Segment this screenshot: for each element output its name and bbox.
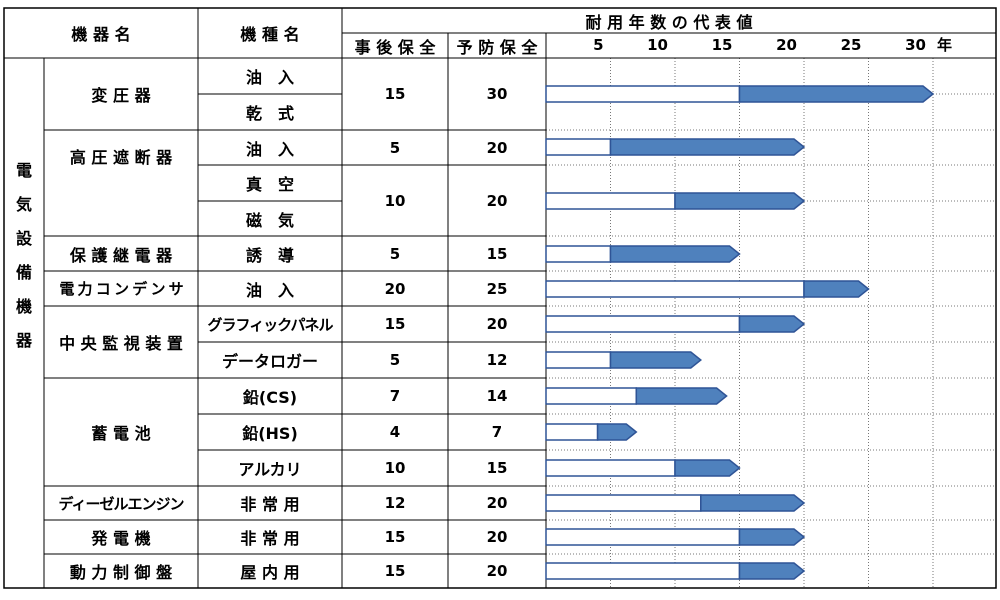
bar-breakdown <box>545 562 741 580</box>
model-cell: 乾 式 <box>245 104 294 123</box>
bar-breakdown <box>545 192 676 210</box>
breakdown-value: 15 <box>384 528 406 546</box>
bar-preventive <box>674 459 741 477</box>
model-cell: 誘 導 <box>245 245 294 265</box>
x-tick-label: 5 <box>593 36 603 54</box>
device-storage-battery: 蓄 電 池 <box>91 424 151 443</box>
device-high-voltage-breaker: 高 圧 遮 断 器 <box>69 148 173 167</box>
category-char: 電 <box>15 161 32 180</box>
bar-preventive <box>609 138 806 156</box>
model-cell: 非 常 用 <box>240 529 300 548</box>
bar-breakdown <box>545 138 612 156</box>
preventive-value: 15 <box>486 244 508 263</box>
breakdown-value: 5 <box>389 244 401 263</box>
device-power-capacitor: 電 力 コ ン デ ン サ <box>59 280 183 298</box>
bar-breakdown <box>545 351 612 369</box>
bar-preventive <box>738 562 806 580</box>
bar-preventive <box>803 280 870 298</box>
bar-breakdown <box>545 423 599 441</box>
breakdown-value: 20 <box>384 279 406 298</box>
preventive-value: 7 <box>491 423 503 441</box>
model-cell: 屋 内 用 <box>240 563 300 582</box>
device-central-monitoring: 中 央 監 視 装 置 <box>59 334 183 353</box>
preventive-value: 20 <box>486 494 508 512</box>
bar-preventive <box>596 423 638 441</box>
bar-preventive <box>700 494 806 512</box>
model-cell: データロガー <box>221 352 318 371</box>
preventive-value: 20 <box>486 528 508 546</box>
x-tick-label: 25 <box>841 36 862 54</box>
preventive-value: 12 <box>486 351 508 369</box>
model-cell: 油 入 <box>245 139 294 159</box>
device-diesel-engine: ディーゼルエンジン <box>58 494 185 513</box>
breakdown-value: 12 <box>384 494 406 512</box>
bar-breakdown <box>545 494 702 512</box>
category-char: 機 <box>15 297 32 316</box>
breakdown-value: 15 <box>384 562 406 580</box>
bar-preventive <box>674 192 806 210</box>
bar-breakdown <box>545 387 638 405</box>
bar-breakdown <box>545 315 741 333</box>
preventive-value: 30 <box>486 85 508 103</box>
device-protective-relay: 保 護 継 電 器 <box>69 245 173 265</box>
breakdown-value: 5 <box>389 351 401 369</box>
preventive-value: 15 <box>486 459 508 477</box>
category-char: 器 <box>15 331 32 350</box>
model-cell: アルカリ <box>238 460 302 479</box>
bar-breakdown <box>545 280 805 298</box>
bar-preventive <box>609 245 741 263</box>
breakdown-value: 10 <box>384 191 406 210</box>
bar-preventive <box>738 85 935 103</box>
breakdown-value: 15 <box>384 315 406 333</box>
model-cell: グラフィックパネル <box>207 315 334 334</box>
bar-breakdown <box>545 459 676 477</box>
bar-breakdown <box>545 245 612 263</box>
device-power-control-panel: 動 力 制 御 盤 <box>69 563 173 582</box>
breakdown-value: 15 <box>384 85 406 103</box>
model-cell: 真 空 <box>245 175 294 194</box>
header-device-name: 機 器 名 <box>71 25 131 44</box>
x-tick-label: 30 <box>905 36 926 54</box>
model-cell: 鉛(CS) <box>242 388 298 407</box>
category-char: 備 <box>15 263 32 282</box>
x-tick-label: 15 <box>712 36 733 54</box>
bar-preventive <box>738 315 806 333</box>
x-tick-label: 10 <box>647 36 668 54</box>
device-transformer: 変 圧 器 <box>91 86 151 105</box>
header-model-name: 機 種 名 <box>240 25 300 44</box>
bar-preventive <box>635 387 728 405</box>
model-cell: 油 入 <box>245 68 294 87</box>
breakdown-value: 4 <box>389 423 401 441</box>
bar-preventive <box>738 528 806 546</box>
preventive-value: 20 <box>486 138 508 157</box>
x-axis-unit: 年 <box>937 36 952 54</box>
preventive-value: 20 <box>486 315 508 333</box>
model-cell: 磁 気 <box>245 210 294 230</box>
device-generator: 発 電 機 <box>91 529 151 548</box>
breakdown-value: 10 <box>384 459 406 477</box>
category-electrical-equipment: 電 気 設 備 機 器 <box>4 58 44 588</box>
breakdown-value: 5 <box>389 138 401 157</box>
header-preventive-maintenance: 予 防 保 全 <box>456 37 538 57</box>
header-lifespan-title: 耐 用 年 数 の 代 表 値 <box>585 12 753 32</box>
breakdown-value: 7 <box>389 387 401 405</box>
category-char: 設 <box>15 229 32 248</box>
preventive-value: 20 <box>486 191 508 210</box>
preventive-value: 14 <box>486 387 508 405</box>
x-tick-label: 20 <box>776 36 797 54</box>
header-breakdown-maintenance: 事 後 保 全 <box>354 37 436 57</box>
preventive-value: 20 <box>486 562 508 580</box>
category-char: 気 <box>15 195 32 214</box>
bar-preventive <box>609 351 703 369</box>
model-cell: 非 常 用 <box>240 495 300 514</box>
bar-breakdown <box>545 528 741 546</box>
model-cell: 鉛(HS) <box>242 424 298 443</box>
model-cell: 油 入 <box>245 280 294 300</box>
bar-breakdown <box>545 85 741 103</box>
preventive-value: 25 <box>486 279 508 298</box>
